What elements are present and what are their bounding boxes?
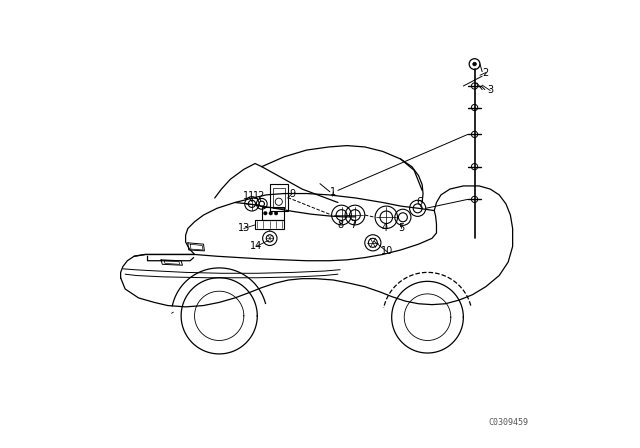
Text: 3: 3 — [487, 86, 493, 95]
Circle shape — [269, 211, 273, 215]
Bar — [270, 184, 288, 211]
Text: 6: 6 — [417, 198, 422, 207]
Text: C0309459: C0309459 — [488, 418, 528, 426]
Text: 1: 1 — [330, 187, 337, 197]
Text: 5: 5 — [399, 224, 404, 233]
Text: 12: 12 — [253, 191, 266, 201]
Circle shape — [275, 211, 278, 215]
Text: 11: 11 — [243, 191, 255, 201]
Text: 8: 8 — [337, 220, 343, 230]
Bar — [273, 188, 285, 208]
Text: 2: 2 — [483, 68, 489, 78]
Circle shape — [264, 211, 267, 215]
Text: 7: 7 — [351, 220, 356, 230]
Bar — [255, 220, 284, 229]
Circle shape — [473, 62, 476, 66]
Text: 10: 10 — [381, 246, 394, 256]
Text: 4: 4 — [382, 224, 388, 233]
Text: 14: 14 — [250, 241, 262, 251]
Text: 9: 9 — [289, 189, 295, 198]
Text: 13: 13 — [237, 224, 250, 233]
